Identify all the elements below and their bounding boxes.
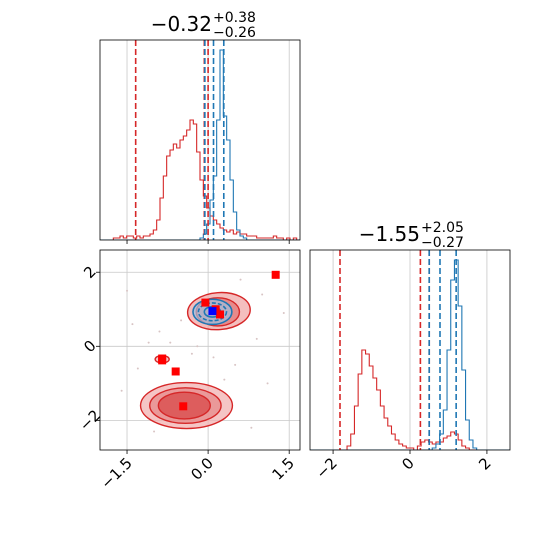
scatter-point bbox=[190, 352, 193, 355]
hist2-blue-series bbox=[310, 259, 510, 450]
x-tick-label: 0.0 bbox=[187, 454, 217, 484]
red-marker bbox=[216, 310, 224, 319]
scatter-panel bbox=[99, 249, 301, 451]
title-1: −0.32 +0.38 −0.26 bbox=[151, 10, 256, 41]
scatter-point bbox=[266, 382, 269, 385]
x2-tick-label: 2 bbox=[475, 454, 494, 473]
x2-tick-label: 0 bbox=[398, 454, 417, 473]
blue-marker bbox=[208, 307, 217, 316]
title-1-main: −0.32 bbox=[151, 12, 212, 36]
hist2-red-series bbox=[310, 349, 510, 450]
scatter-frame bbox=[99, 249, 301, 451]
tick-labels: −1.5 0.0 1.520−2−2 0 2 bbox=[76, 262, 495, 492]
x-tick-label: −1.5 bbox=[97, 454, 135, 492]
scatter-point bbox=[169, 341, 172, 344]
hist1-blue-series bbox=[100, 49, 300, 240]
x-tick-label: 1.5 bbox=[268, 454, 298, 484]
histogram-panel-2 bbox=[309, 249, 511, 451]
scatter-point bbox=[180, 319, 183, 322]
red-marker bbox=[158, 356, 167, 365]
scatter-point bbox=[131, 323, 134, 326]
scatter-point bbox=[153, 430, 156, 433]
red-marker bbox=[179, 402, 188, 411]
scatter-point bbox=[250, 426, 253, 429]
scatter-point bbox=[255, 337, 258, 340]
scatter-point bbox=[234, 363, 237, 366]
scatter-point bbox=[282, 311, 285, 314]
title-2-main: −1.55 bbox=[359, 222, 420, 246]
scatter-point bbox=[126, 289, 129, 292]
hist1-red-series bbox=[100, 119, 300, 240]
title-2-sub: −0.27 bbox=[421, 235, 464, 251]
x2-tick-label: −2 bbox=[313, 454, 341, 482]
title-2: −1.55 +2.05 −0.27 bbox=[359, 220, 464, 251]
blue-contour bbox=[197, 302, 228, 322]
scatter-point bbox=[261, 293, 264, 296]
red-marker bbox=[271, 270, 280, 279]
scatter-point bbox=[196, 345, 199, 348]
title-1-sup: +0.38 bbox=[213, 10, 256, 26]
hist1-frame bbox=[99, 39, 301, 241]
red-marker bbox=[201, 298, 210, 307]
scatter-point bbox=[239, 278, 242, 281]
scatter-point bbox=[223, 378, 226, 381]
scatter-point bbox=[136, 367, 139, 370]
red-marker bbox=[171, 367, 180, 376]
scatter-point bbox=[120, 389, 123, 392]
scatter-point bbox=[147, 341, 150, 344]
title-1-sub: −0.26 bbox=[213, 25, 256, 41]
scatter-point bbox=[158, 330, 161, 333]
title-2-sup: +2.05 bbox=[421, 220, 464, 236]
histogram-panel-1 bbox=[99, 39, 301, 244]
scatter-point bbox=[212, 356, 215, 359]
